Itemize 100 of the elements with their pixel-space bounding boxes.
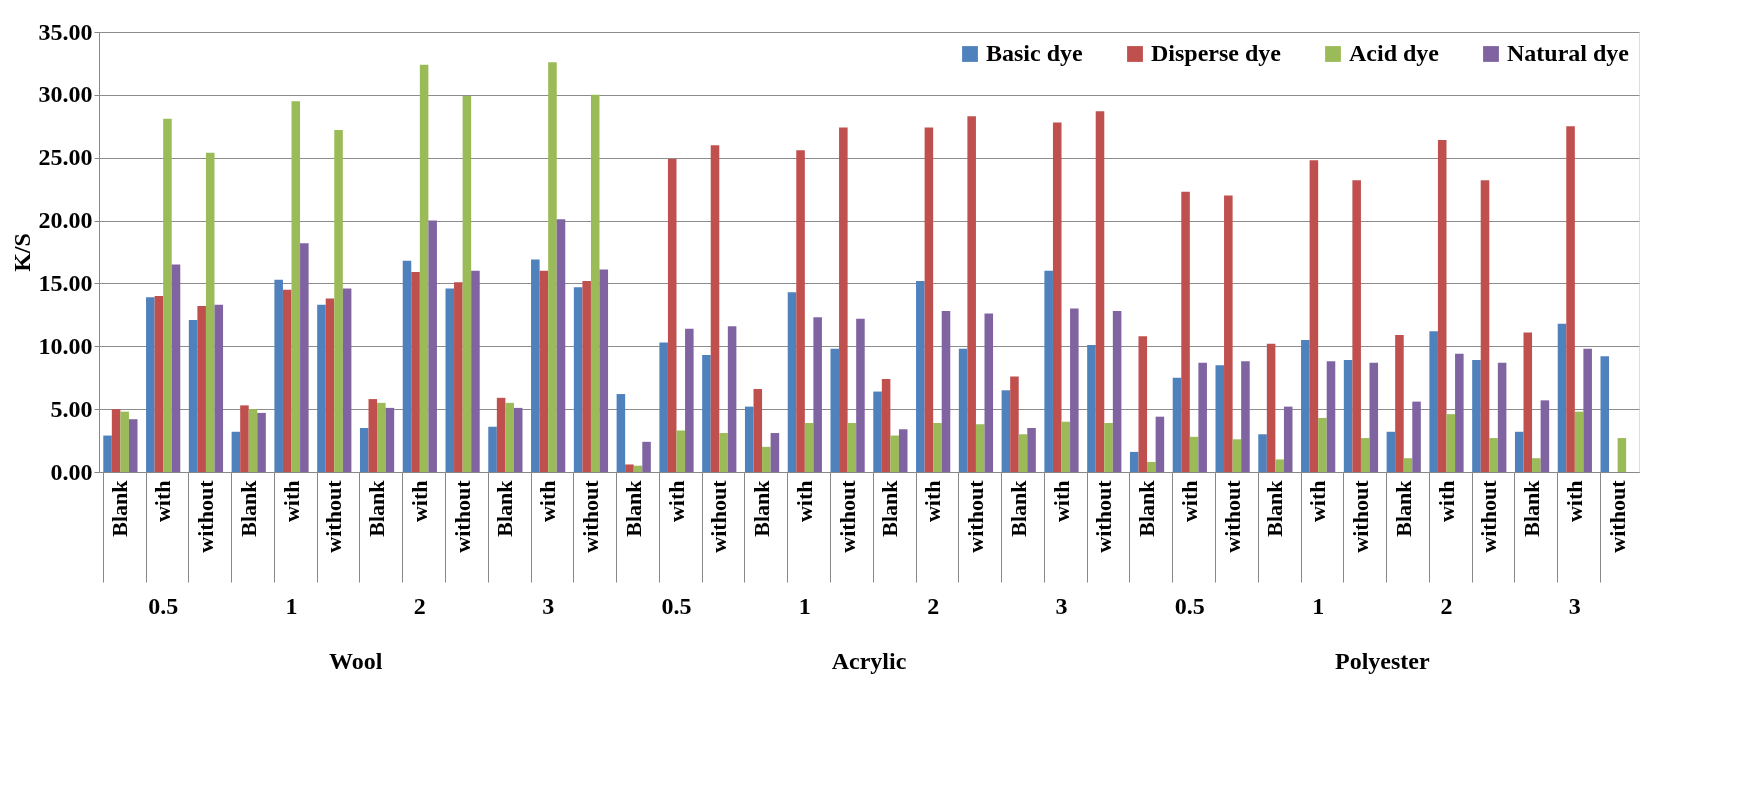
x-tick-label: with: [1561, 480, 1587, 523]
text: 1: [1312, 593, 1325, 619]
bar: [719, 433, 728, 472]
x-tick-label: Blank: [1262, 479, 1288, 537]
bar: [1480, 180, 1490, 472]
bar: [291, 101, 301, 472]
x-tick-label: without: [1091, 479, 1117, 553]
bar: [685, 328, 694, 472]
y-tick-label: 10.00: [38, 332, 93, 359]
bar: [488, 426, 497, 472]
bar: [1412, 401, 1421, 472]
bar: [1198, 362, 1207, 472]
bar: [573, 287, 583, 472]
bar: [941, 311, 951, 472]
bar: [744, 406, 754, 472]
bar: [796, 150, 805, 472]
bar: [1129, 451, 1139, 472]
bar: [368, 399, 378, 472]
x-tick-label: with: [1433, 480, 1459, 523]
bar: [128, 419, 138, 472]
y-tick-label: 20.00: [38, 207, 93, 234]
bar: [1617, 438, 1627, 472]
x-tick-label: without: [321, 479, 347, 553]
bar: [1386, 431, 1396, 472]
bar: [188, 319, 198, 472]
bar: [1318, 417, 1327, 472]
x-tick-label: without: [962, 479, 988, 553]
bar: [317, 304, 326, 472]
bar: [958, 348, 968, 472]
bar: [505, 402, 514, 472]
bar: [762, 446, 771, 472]
bar: [1138, 336, 1148, 472]
bar: [667, 158, 677, 472]
bar: [804, 422, 814, 472]
y-tick-label: 35.00: [38, 18, 93, 45]
x-tick-label: with: [278, 480, 304, 523]
x-tick-label: Blank: [749, 479, 775, 537]
bar: [248, 409, 258, 472]
y-tick-label: 25.00: [38, 144, 93, 171]
bar: [471, 270, 480, 472]
bar: [539, 270, 549, 472]
text: 2: [1440, 593, 1453, 619]
x-tick-label: Blank: [235, 479, 261, 537]
bar: [1343, 360, 1353, 472]
bar: [513, 407, 523, 472]
text: 3: [542, 593, 555, 619]
bar: [359, 428, 369, 472]
bar: [419, 64, 429, 472]
bar: [1155, 416, 1165, 472]
bar: [1429, 331, 1438, 472]
text: 0.5: [661, 593, 692, 619]
bar: [1266, 343, 1276, 472]
bar: [1241, 361, 1250, 472]
legend-label: Natural dye: [1507, 40, 1630, 66]
legend-label: Basic dye: [986, 40, 1084, 66]
bar: [1369, 362, 1379, 472]
bar: [924, 127, 934, 472]
bar: [1104, 422, 1113, 472]
bar: [582, 280, 591, 472]
bar: [659, 342, 668, 472]
legend-label: Acid dye: [1349, 40, 1440, 66]
bar: [1600, 356, 1610, 472]
text: 3: [1055, 593, 1068, 619]
text: 1: [285, 593, 298, 619]
bar: [933, 422, 942, 472]
bar: [984, 313, 994, 472]
y-tick-label: 30.00: [38, 81, 93, 108]
bar: [873, 391, 882, 472]
bar: [1514, 431, 1524, 472]
text: 2: [413, 593, 426, 619]
bar: [890, 435, 899, 472]
bar: [1052, 122, 1062, 472]
text: 0.5: [1174, 593, 1205, 619]
bar: [342, 288, 352, 472]
bar: [1112, 311, 1122, 472]
bar: [171, 264, 181, 472]
bar: [1189, 436, 1199, 472]
bar: [1027, 428, 1036, 472]
bar: [385, 407, 395, 472]
bar: [163, 118, 172, 472]
x-tick-label: with: [1176, 480, 1202, 523]
x-tick-label: without: [834, 479, 860, 553]
x-tick-label: without: [577, 479, 603, 553]
bar: [1309, 160, 1319, 472]
y-tick-label: 15.00: [38, 269, 93, 296]
text: 0.5: [148, 593, 179, 619]
x-tick-label: Blank: [492, 479, 518, 537]
x-tick-label: without: [1347, 479, 1373, 553]
bar: [428, 220, 437, 472]
bar: [1566, 126, 1575, 472]
bar: [556, 219, 566, 472]
bar: [103, 435, 112, 472]
bar: [1497, 362, 1507, 472]
bar: [197, 306, 206, 472]
y-tick-label: 0.00: [50, 458, 93, 485]
bar: [1095, 111, 1105, 472]
bar: [1283, 406, 1293, 472]
bar: [1087, 345, 1096, 472]
bar: [1360, 438, 1370, 472]
y-axis-title: K/S: [8, 233, 35, 272]
